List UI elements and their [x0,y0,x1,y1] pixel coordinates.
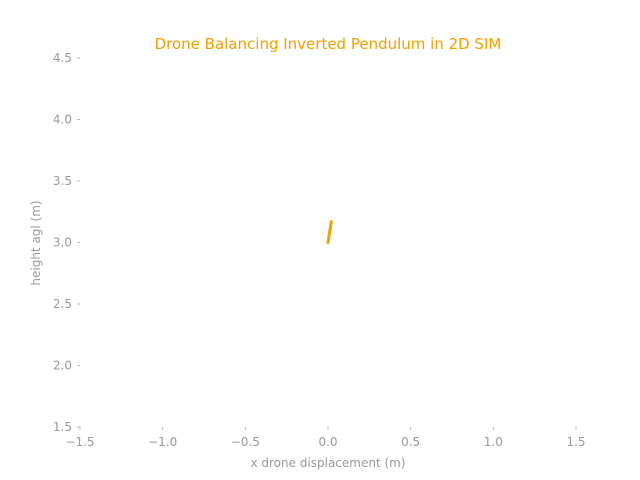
x-tick-label: −1.5 [65,435,94,449]
x-tick-label: 0.5 [401,435,420,449]
pendulum-line [326,220,333,244]
y-tick-label: 2.5 [53,297,72,311]
x-tick-label: 1.0 [484,435,503,449]
x-tick-label: 1.5 [566,435,585,449]
chart-title: Drone Balancing Inverted Pendulum in 2D … [155,35,502,53]
x-tick-label: −1.0 [148,435,177,449]
y-tick-label: 1.5 [53,420,72,434]
y-tick-label: 3.5 [53,174,72,188]
x-tick-label: 0.0 [318,435,337,449]
y-tick-label: 2.0 [53,359,72,373]
x-axis: −1.5 −1.0 −0.5 0.0 0.5 1.0 1.5 [65,427,586,449]
plot-area [326,220,333,244]
y-tick-label: 4.0 [53,113,72,127]
x-tick-label: −0.5 [231,435,260,449]
y-axis: 1.5 2.0 2.5 3.0 3.5 4.0 4.5 [53,51,80,434]
y-tick-label: 4.5 [53,51,72,65]
y-tick-label: 3.0 [53,236,72,250]
y-axis-label: height agl (m) [29,200,43,285]
x-axis-label: x drone displacement (m) [250,456,405,470]
